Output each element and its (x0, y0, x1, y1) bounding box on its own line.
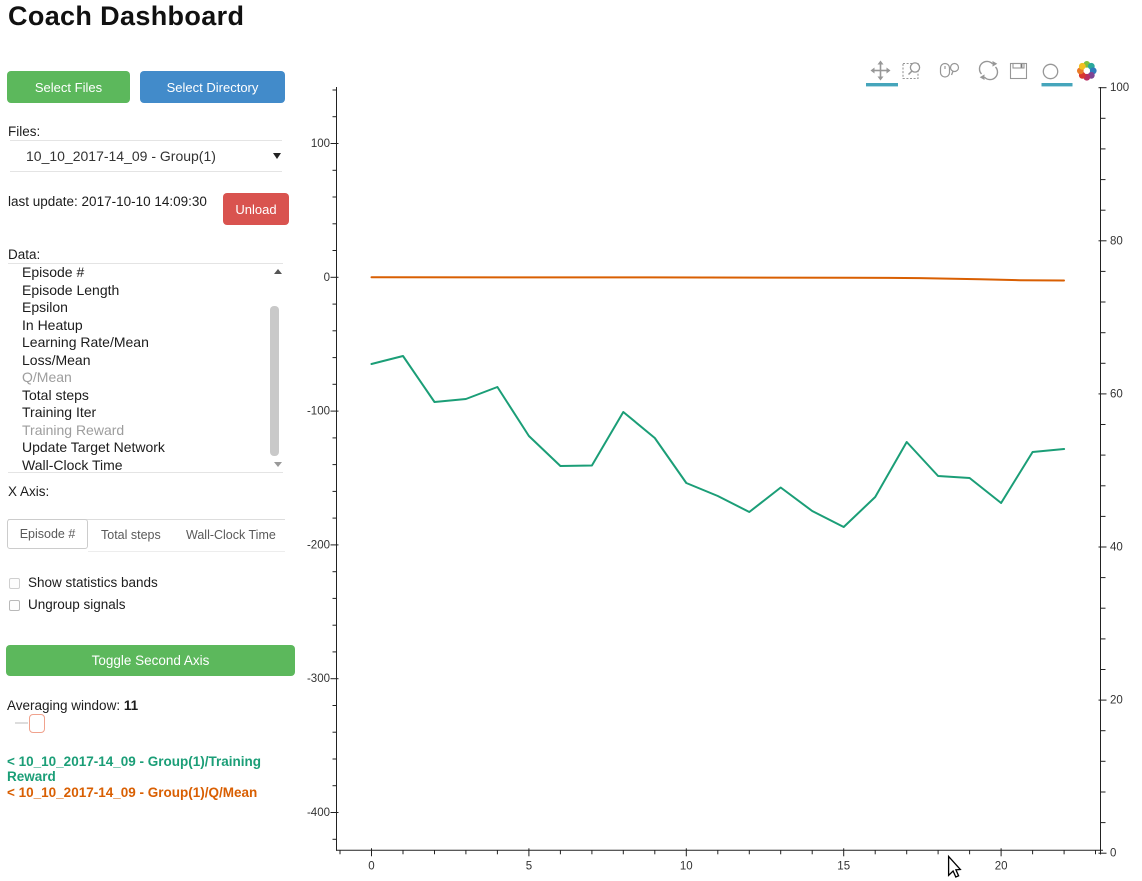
svg-text:10: 10 (680, 860, 693, 872)
svg-text:-300: -300 (307, 673, 330, 685)
svg-text:-400: -400 (307, 807, 330, 819)
svg-text:40: 40 (1110, 542, 1123, 554)
svg-text:5: 5 (526, 860, 532, 872)
svg-text:-100: -100 (307, 406, 330, 418)
svg-text:0: 0 (324, 272, 330, 284)
svg-text:20: 20 (1110, 695, 1123, 707)
svg-text:100: 100 (311, 138, 330, 150)
svg-text:60: 60 (1110, 388, 1123, 400)
svg-text:0: 0 (1110, 848, 1116, 860)
svg-text:0: 0 (368, 860, 374, 872)
svg-text:-200: -200 (307, 539, 330, 551)
svg-text:80: 80 (1110, 235, 1123, 247)
svg-text:15: 15 (837, 860, 850, 872)
svg-text:20: 20 (995, 860, 1008, 872)
svg-text:100: 100 (1110, 82, 1129, 94)
